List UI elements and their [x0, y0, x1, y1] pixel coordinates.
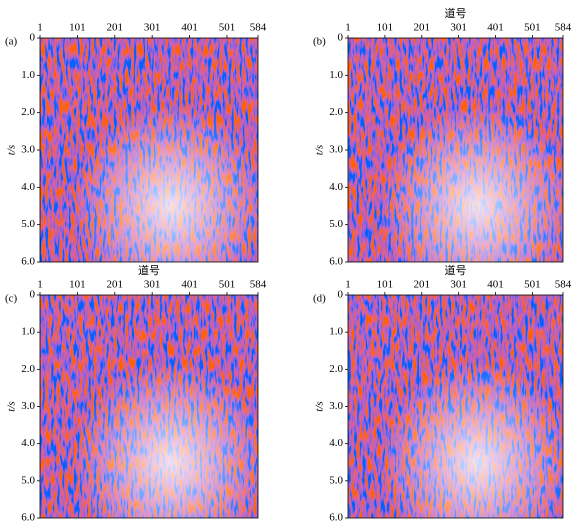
panel-label: (d) [313, 293, 326, 305]
y-tick-label: 5.0 [329, 474, 343, 486]
x-tick-label: 401 [181, 279, 198, 291]
y-axis-label: t/s [314, 145, 326, 155]
x-tick-label: 101 [377, 22, 394, 34]
x-tick-label: 1 [345, 279, 351, 291]
y-tick-label: 0 [30, 289, 36, 301]
y-tick-label: 3.0 [21, 144, 35, 156]
panel: 1 101 201 301 401 501 584 0 1.0 2.0 3.0 4.0 5.0 6.0 (c… [5, 263, 267, 524]
x-tick-label: 301 [144, 279, 161, 291]
x-tick-label: 584 [555, 22, 572, 34]
x-tick-label: 101 [69, 22, 86, 34]
x-tick-label: 1 [345, 22, 351, 34]
x-tick-label: 401 [487, 22, 504, 34]
low-amplitude-zone [40, 295, 258, 518]
x-tick-label: 1 [37, 22, 43, 34]
y-tick-label: 5.0 [21, 218, 35, 230]
y-tick-label: 1.0 [21, 69, 35, 81]
y-tick-label: 4.0 [329, 181, 343, 193]
panel-label: (a) [5, 36, 18, 48]
y-tick-label: 5.0 [21, 474, 35, 486]
y-axis-label: t/s [314, 401, 326, 411]
y-tick-label: 0 [338, 32, 344, 44]
y-tick-label: 2.0 [21, 106, 35, 118]
panel-label: (b) [313, 36, 326, 48]
y-tick-label: 1.0 [329, 69, 343, 81]
y-tick-label: 0 [30, 32, 36, 44]
x-axis-label: 道号 [445, 263, 467, 277]
y-axis-label: t/s [6, 145, 18, 155]
panel-label: (c) [5, 293, 18, 305]
y-tick-label: 5.0 [329, 218, 343, 230]
y-tick-label: 6.0 [329, 512, 343, 524]
x-axis-label: 道号 [138, 263, 160, 277]
y-tick-label: 3.0 [329, 400, 343, 412]
x-tick-label: 201 [414, 22, 431, 34]
x-tick-label: 301 [450, 22, 467, 34]
y-tick-label: 6.0 [21, 256, 35, 268]
x-tick-label: 584 [250, 279, 267, 291]
y-tick-label: 3.0 [21, 400, 35, 412]
x-tick-label: 301 [144, 22, 161, 34]
x-tick-label: 1 [37, 279, 43, 291]
x-tick-label: 584 [250, 22, 267, 34]
y-tick-label: 1.0 [329, 326, 343, 338]
y-tick-label: 6.0 [329, 256, 343, 268]
low-amplitude-zone [348, 295, 563, 518]
y-axis-label: t/s [6, 401, 18, 411]
x-tick-label: 201 [107, 279, 124, 291]
x-axis-label: 道号 [445, 6, 467, 20]
y-tick-label: 1.0 [21, 326, 35, 338]
x-tick-label: 584 [555, 279, 572, 291]
panel: 1 101 201 301 401 501 584 0 1.0 2.0 3.0 4.0 5.0 6.0 (b… [313, 6, 572, 268]
panel: 1 101 201 301 401 501 584 0 1.0 2.0 3.0 4.0 5.0 6.0 (d… [313, 263, 572, 524]
y-tick-label: 4.0 [21, 181, 35, 193]
y-tick-label: 4.0 [329, 437, 343, 449]
x-tick-label: 201 [107, 22, 124, 34]
y-tick-label: 2.0 [329, 106, 343, 118]
low-amplitude-zone [40, 38, 258, 262]
x-tick-label: 201 [414, 279, 431, 291]
y-tick-label: 3.0 [329, 144, 343, 156]
y-tick-label: 0 [338, 289, 344, 301]
x-tick-label: 101 [377, 279, 394, 291]
panel: 1 101 201 301 401 501 584 0 1.0 2.0 3.0 4.0 5.0 6.0 (a… [5, 22, 267, 268]
y-tick-label: 2.0 [21, 363, 35, 375]
x-tick-label: 401 [181, 22, 198, 34]
y-tick-label: 6.0 [21, 512, 35, 524]
x-tick-label: 501 [524, 279, 541, 291]
x-tick-label: 501 [524, 22, 541, 34]
y-tick-label: 2.0 [329, 363, 343, 375]
x-tick-label: 101 [69, 279, 86, 291]
x-tick-label: 501 [219, 22, 236, 34]
low-amplitude-zone [348, 38, 563, 262]
x-tick-label: 501 [219, 279, 236, 291]
x-tick-label: 401 [487, 279, 504, 291]
y-tick-label: 4.0 [21, 437, 35, 449]
x-tick-label: 301 [450, 279, 467, 291]
